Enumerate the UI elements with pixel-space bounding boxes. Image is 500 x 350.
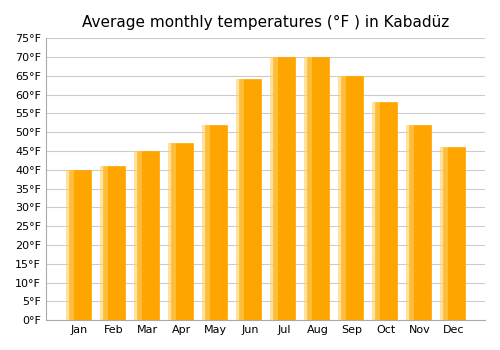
Bar — [375, 102, 397, 320]
Bar — [304, 57, 312, 320]
Bar — [238, 79, 261, 320]
Bar — [202, 125, 209, 320]
Bar — [443, 147, 465, 320]
Bar — [204, 125, 227, 320]
Bar — [307, 57, 329, 320]
Bar — [270, 57, 278, 320]
Bar — [440, 147, 448, 320]
Bar — [273, 57, 295, 320]
Bar — [409, 125, 431, 320]
Bar — [102, 166, 124, 320]
Bar — [341, 76, 363, 320]
Bar — [338, 76, 346, 320]
Bar — [136, 151, 159, 320]
Title: Average monthly temperatures (°F ) in Kabadüz: Average monthly temperatures (°F ) in Ka… — [82, 15, 449, 30]
Bar — [170, 144, 193, 320]
Bar — [372, 102, 380, 320]
Bar — [134, 151, 141, 320]
Bar — [406, 125, 414, 320]
Bar — [100, 166, 108, 320]
Bar — [168, 144, 175, 320]
Bar — [236, 79, 244, 320]
Bar — [66, 170, 74, 320]
Bar — [68, 170, 90, 320]
